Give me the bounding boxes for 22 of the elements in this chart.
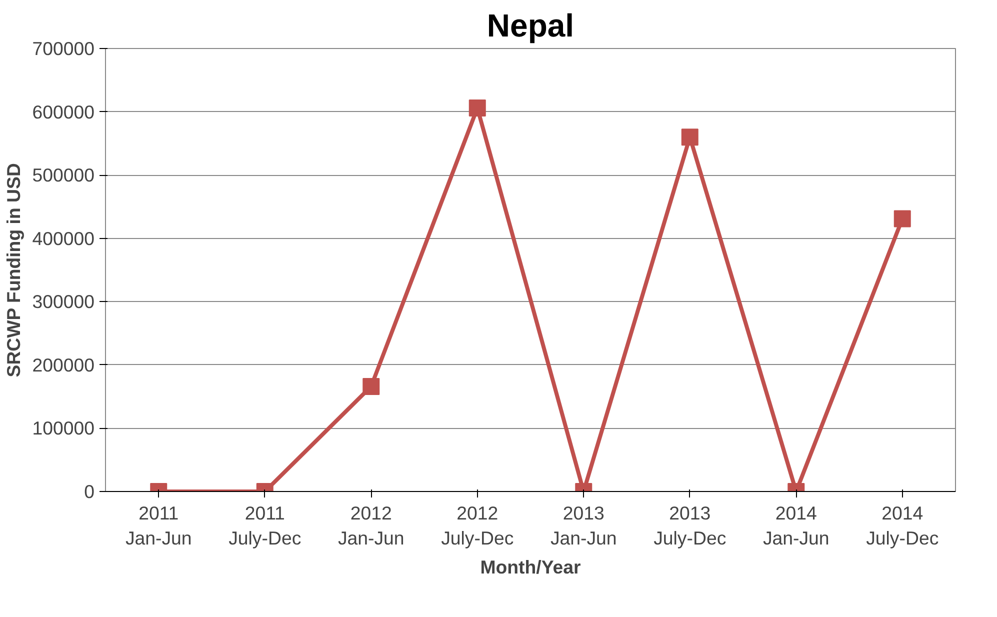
x-tick-label: 2011 Jan-Jun <box>125 502 192 549</box>
point <box>468 99 486 116</box>
y-axis-title: SRCWP Funding in USD <box>3 163 24 378</box>
x-tick-label: 2012 Jan-Jun <box>338 502 404 549</box>
x-tick-label: 2014 July-Dec <box>866 502 939 549</box>
x-tick-label: 2013 July-Dec <box>654 502 726 549</box>
y-tick-label: 500000 <box>32 164 95 186</box>
chart-title: Nepal <box>486 8 574 44</box>
x-axis-title: Month/Year <box>480 556 581 578</box>
y-tick-label: 200000 <box>32 354 95 376</box>
y-tick-label: 400000 <box>32 228 95 249</box>
y-tick-label: 600000 <box>32 101 95 122</box>
y-tick-label: 300000 <box>32 291 95 312</box>
point <box>681 128 698 146</box>
y-tick-label: 700000 <box>32 38 95 59</box>
y-tick-label: 100000 <box>32 418 95 439</box>
y-tick-label: 0 <box>84 481 95 502</box>
x-tick-label: 2011 July-Dec <box>228 502 302 549</box>
x-tick-label: 2013 Jan-Jun <box>550 502 617 549</box>
point <box>894 210 911 228</box>
x-tick-label: 2014 Jan-Jun <box>762 502 830 549</box>
x-tick-label: 2012 July-Dec <box>441 502 514 549</box>
